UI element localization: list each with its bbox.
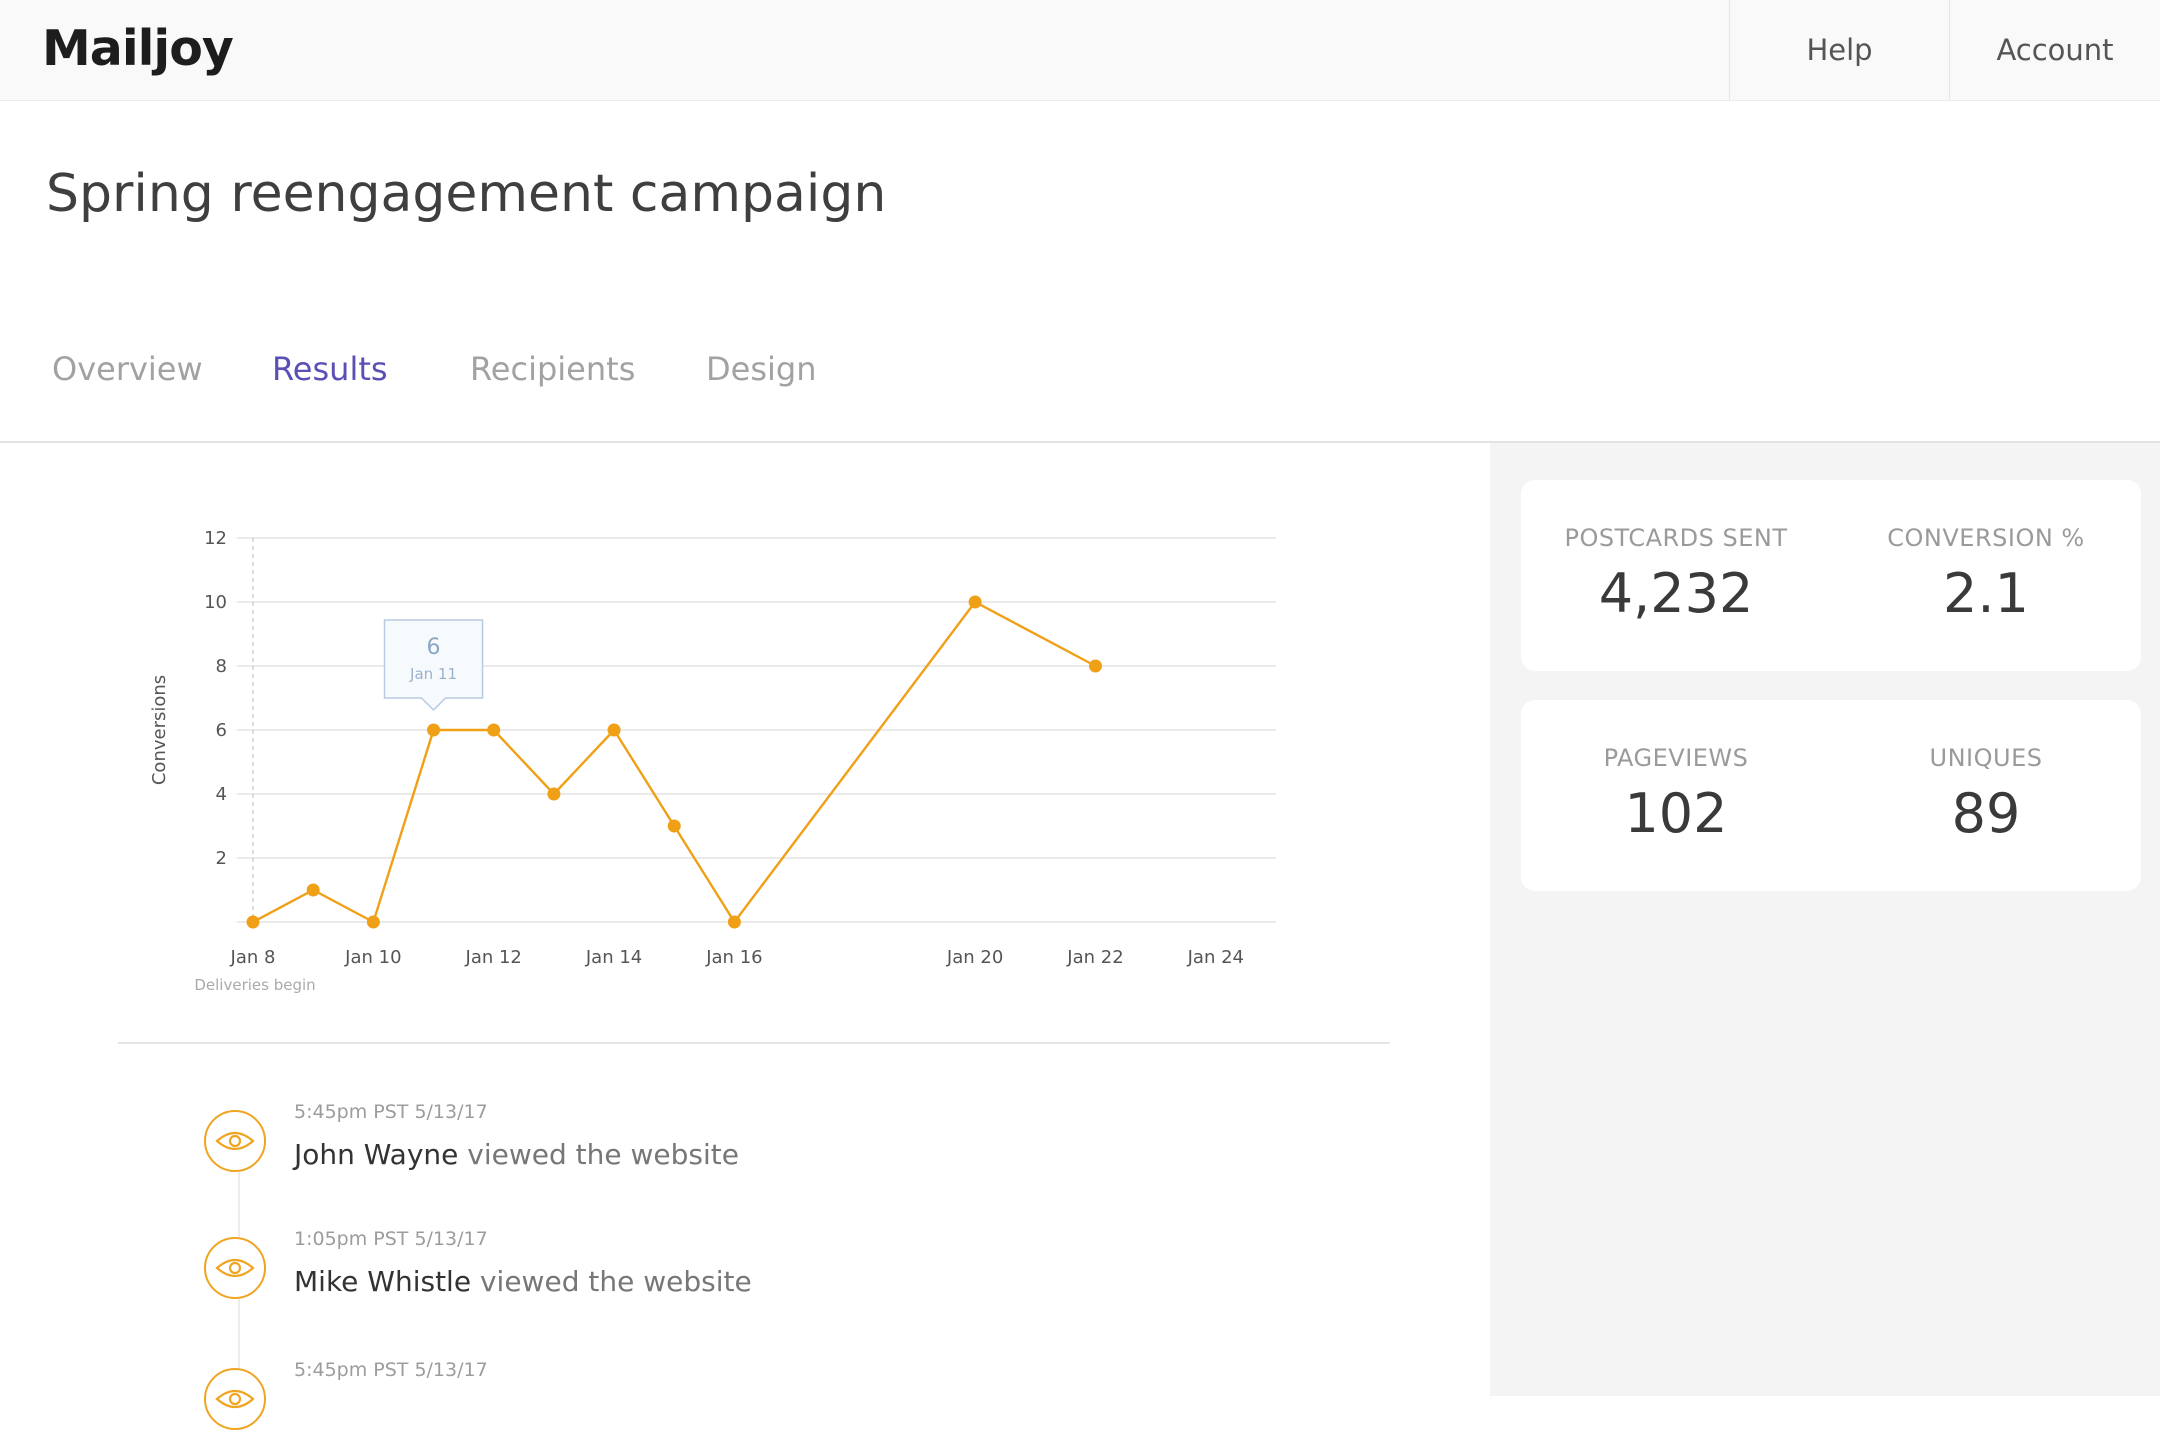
annotation-label: Deliveries begin <box>194 976 315 994</box>
chart-tooltip <box>383 619 484 712</box>
x-tick-label: Jan 22 <box>1066 947 1123 968</box>
y-tick-label: 4 <box>216 784 227 805</box>
activity-icon-circle <box>204 1368 266 1430</box>
eye-icon <box>215 1389 255 1409</box>
data-point <box>487 723 501 737</box>
activity-icon-circle <box>204 1110 266 1172</box>
x-tick-label: Jan 20 <box>946 947 1003 968</box>
y-tick-label: 2 <box>216 848 227 869</box>
tab-recipients[interactable]: Recipients <box>470 350 636 388</box>
eye-icon <box>215 1131 255 1151</box>
activity-time: 5:45pm PST 5/13/17 <box>294 1101 488 1123</box>
data-point <box>306 883 320 897</box>
y-axis-title: Conversions <box>149 675 170 785</box>
stat-uniques: UNIQUES 89 <box>1831 700 2141 845</box>
activity-message: John Wayne viewed the website <box>294 1138 739 1171</box>
activity-icon-circle <box>204 1237 266 1299</box>
y-tick-label: 8 <box>216 656 227 677</box>
x-tick-label: Jan 10 <box>344 947 401 968</box>
y-tick-label: 10 <box>204 592 227 613</box>
stat-label: POSTCARDS SENT <box>1564 524 1788 552</box>
x-tick-label: Jan 8 <box>230 947 276 968</box>
stat-label: CONVERSION % <box>1887 524 2085 552</box>
x-tick-label: Jan 14 <box>585 947 642 968</box>
tab-results[interactable]: Results <box>272 350 388 388</box>
series-line <box>252 600 1097 924</box>
activity-time: 1:05pm PST 5/13/17 <box>294 1228 488 1250</box>
data-point <box>667 819 681 833</box>
activity-time: 5:45pm PST 5/13/17 <box>294 1359 488 1381</box>
data-point <box>1088 659 1102 673</box>
conversions-chart: 2 4 6 8 10 12 Deliveries begin Jan 8 Jan 10 Jan 1… <box>149 528 1276 994</box>
data-point <box>547 787 561 801</box>
x-tick-label: Jan 12 <box>465 947 522 968</box>
x-tick-label: Jan 16 <box>705 947 762 968</box>
stat-postcards-sent: POSTCARDS SENT 4,232 <box>1521 480 1831 625</box>
eye-icon <box>215 1258 255 1278</box>
stat-pageviews: PAGEVIEWS 102 <box>1521 700 1831 845</box>
stat-value: 102 <box>1624 782 1728 845</box>
data-point <box>968 595 982 609</box>
activity-message: Mike Whistle viewed the website <box>294 1265 752 1298</box>
activity-action: viewed the website <box>467 1138 739 1171</box>
app-logo[interactable]: Mailjoy <box>42 20 234 77</box>
tabs-divider <box>0 441 2160 443</box>
stat-card-traffic: PAGEVIEWS 102 UNIQUES 89 <box>1521 700 2141 891</box>
data-point <box>727 915 741 929</box>
stat-conversion: CONVERSION % 2.1 <box>1831 480 2141 625</box>
data-point <box>366 915 380 929</box>
nav-help[interactable]: Help <box>1729 0 1949 100</box>
activity-action: viewed the website <box>479 1265 752 1298</box>
nav-account[interactable]: Account <box>1949 0 2160 100</box>
x-tick-label: Jan 24 <box>1187 947 1244 968</box>
stat-card-delivery: POSTCARDS SENT 4,232 CONVERSION % 2.1 <box>1521 480 2141 671</box>
tooltip-value: 6 <box>427 635 441 660</box>
activity-person[interactable]: John Wayne <box>294 1138 459 1171</box>
data-point <box>427 723 441 737</box>
tab-overview[interactable]: Overview <box>52 350 203 388</box>
tooltip-date: Jan 11 <box>409 665 457 683</box>
y-tick-label: 6 <box>216 720 227 741</box>
page-title: Spring reengagement campaign <box>46 164 887 224</box>
stat-value: 89 <box>1951 782 2021 845</box>
top-bar: Mailjoy Help Account <box>0 0 2160 101</box>
data-point <box>607 723 621 737</box>
stat-label: PAGEVIEWS <box>1603 744 1749 772</box>
tab-design[interactable]: Design <box>706 350 817 388</box>
stat-value: 2.1 <box>1943 562 2029 625</box>
y-tick-label: 12 <box>204 528 227 549</box>
data-point <box>246 915 260 929</box>
activity-person[interactable]: Mike Whistle <box>294 1265 472 1298</box>
stat-label: UNIQUES <box>1929 744 2043 772</box>
stat-value: 4,232 <box>1598 562 1754 625</box>
feed-divider <box>118 1042 1390 1044</box>
